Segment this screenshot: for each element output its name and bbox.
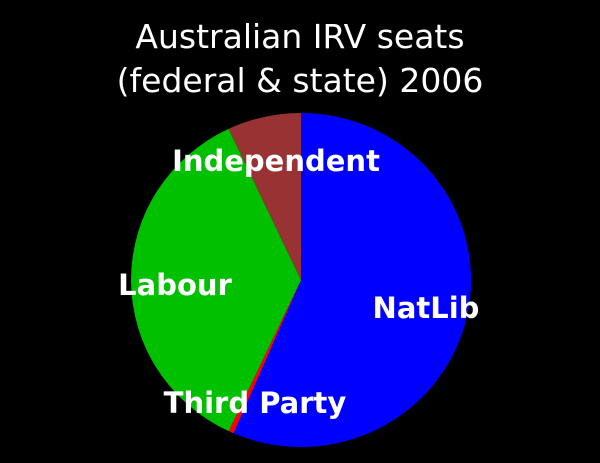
pie-slices [130,113,471,447]
pie-slice-labour [130,128,301,432]
chart-title-line-1: Australian IRV seats [135,17,464,56]
chart-title: Australian IRV seats (federal & state) 2… [117,17,484,100]
pie-slice-independent [228,113,301,280]
chart-title-line-2: (federal & state) 2006 [117,61,484,100]
slice-label-third-party: Third Party [164,386,347,420]
slice-label-independent: Independent [172,144,380,178]
slice-labels: NatLib Third Party Labour Independent [118,144,479,420]
slice-label-labour: Labour [118,268,232,302]
pie-slice-natlib [233,113,471,447]
pie-slice-third-party [228,280,301,434]
slice-label-natlib: NatLib [373,291,480,325]
